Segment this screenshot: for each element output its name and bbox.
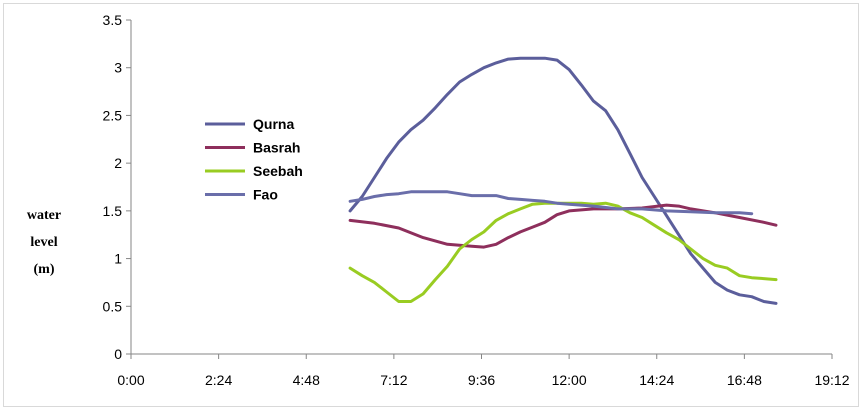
legend-item-basrah: Basrah <box>205 140 300 156</box>
series-line-qurna <box>348 56 778 305</box>
legend-item-fao: Fao <box>205 187 278 203</box>
y-axis-label-line-1: water <box>27 208 61 223</box>
y-axis-label-line-3: (m) <box>34 262 55 277</box>
legend-item-qurna: Qurna <box>205 116 294 132</box>
y-tick-label: 2 <box>114 155 122 171</box>
y-tick-label: 0 <box>114 346 122 362</box>
legend-item-seebah: Seebah <box>205 163 303 179</box>
x-tick-label: 0:00 <box>117 372 144 388</box>
y-tick-label: 2.5 <box>103 107 123 123</box>
y-tick-label: 3 <box>114 60 122 76</box>
series-line-fao <box>348 190 754 216</box>
legend: Qurna Basrah Seebah Fao <box>205 116 303 203</box>
y-tick-label: 1 <box>114 251 122 267</box>
x-tick-label: 19:12 <box>814 372 849 388</box>
series-line-basrah <box>348 203 778 249</box>
legend-label: Fao <box>253 187 278 203</box>
chart-frame <box>3 3 859 407</box>
legend-label: Seebah <box>253 163 303 179</box>
x-tick-label: 2:24 <box>205 372 232 388</box>
x-tick-label: 7:12 <box>380 372 407 388</box>
axes: 0 0.5 1 1.5 2 2.5 3 3.5 0:00 2:24 4:48 7:12 9:36 12:0… <box>103 12 850 388</box>
series-line-seebah <box>348 201 778 303</box>
x-tick-label: 9:36 <box>468 372 495 388</box>
x-tick-label: 4:48 <box>293 372 320 388</box>
legend-label: Basrah <box>253 140 300 156</box>
series-layer <box>348 56 778 305</box>
y-tick-label: 3.5 <box>103 12 123 28</box>
x-tick-label: 14:24 <box>639 372 674 388</box>
y-tick-label: 1.5 <box>103 203 123 219</box>
y-tick-label: 0.5 <box>103 298 123 314</box>
x-tick-label: 12:00 <box>552 372 587 388</box>
y-axis-label-line-2: level <box>30 235 57 250</box>
x-tick-label: 16:48 <box>727 372 762 388</box>
y-axis-label: water level (m) <box>27 208 61 277</box>
legend-label: Qurna <box>253 116 294 132</box>
